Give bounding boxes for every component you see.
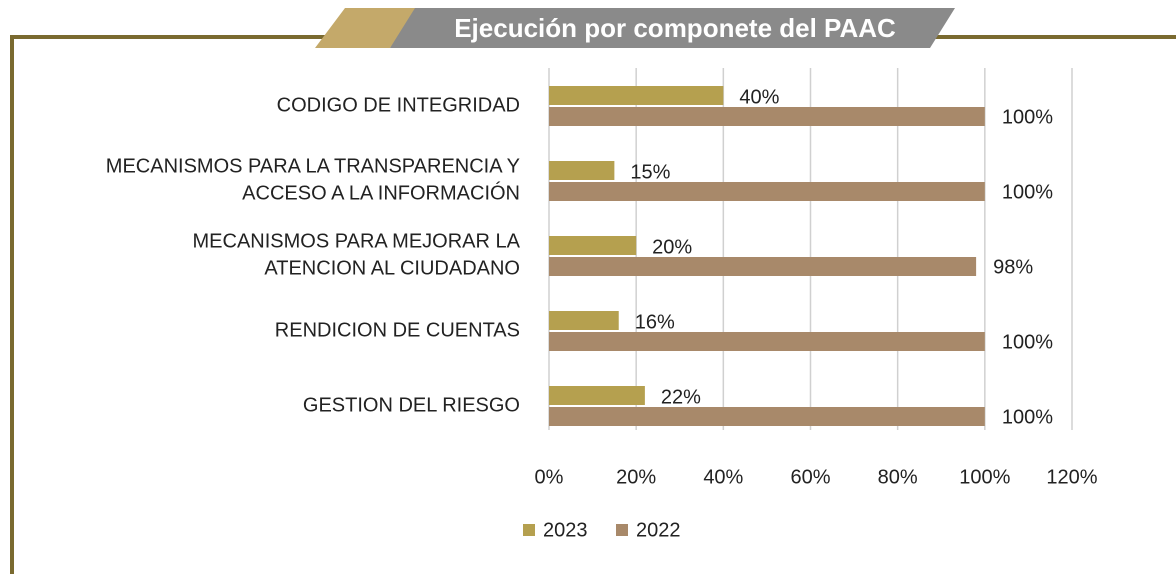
x-tick-label: 40%: [703, 466, 743, 488]
bar: [549, 107, 985, 126]
legend-label: 2022: [636, 519, 681, 541]
x-tick-label: 20%: [616, 466, 656, 488]
data-label: 16%: [635, 311, 675, 333]
y-tick-label: GESTION DEL RIESGO: [303, 394, 520, 416]
x-tick-label: 120%: [1046, 466, 1097, 488]
x-tick-label: 0%: [535, 466, 564, 488]
bar: [549, 386, 645, 405]
y-tick-label: MECANISMOS PARA MEJORAR LA ATENCION AL CI…: [193, 231, 521, 280]
bar: [549, 86, 724, 105]
y-tick-label: MECANISMOS PARA LA TRANSPARENCIA Y ACCESO…: [106, 156, 520, 205]
data-label: 100%: [1002, 406, 1053, 428]
data-label: 40%: [739, 86, 779, 108]
data-label: 22%: [661, 386, 701, 408]
y-tick-label: CODIGO DE INTEGRIDAD: [277, 94, 520, 116]
data-label: 98%: [993, 256, 1033, 278]
bar: [549, 236, 637, 255]
x-tick-label: 60%: [790, 466, 830, 488]
data-label: 15%: [630, 161, 670, 183]
legend-label: 2023: [543, 519, 588, 541]
x-tick-label: 80%: [878, 466, 918, 488]
data-label: 100%: [1002, 331, 1053, 353]
y-tick-label: RENDICION DE CUENTAS: [275, 319, 520, 341]
bar: [549, 182, 985, 201]
bar: [549, 311, 619, 330]
data-label: 100%: [1002, 106, 1053, 128]
bar: [549, 161, 615, 180]
chart-title: Ejecución por componete del PAAC: [454, 13, 896, 43]
data-label: 100%: [1002, 181, 1053, 203]
x-tick-label: 100%: [959, 466, 1010, 488]
legend-swatch: [616, 524, 628, 536]
legend-swatch: [523, 524, 535, 536]
bar: [549, 332, 985, 351]
title-banner: [390, 8, 955, 48]
banner-accent: [315, 8, 420, 48]
data-label: 20%: [652, 236, 692, 258]
bar: [549, 257, 977, 276]
bar: [549, 407, 985, 426]
